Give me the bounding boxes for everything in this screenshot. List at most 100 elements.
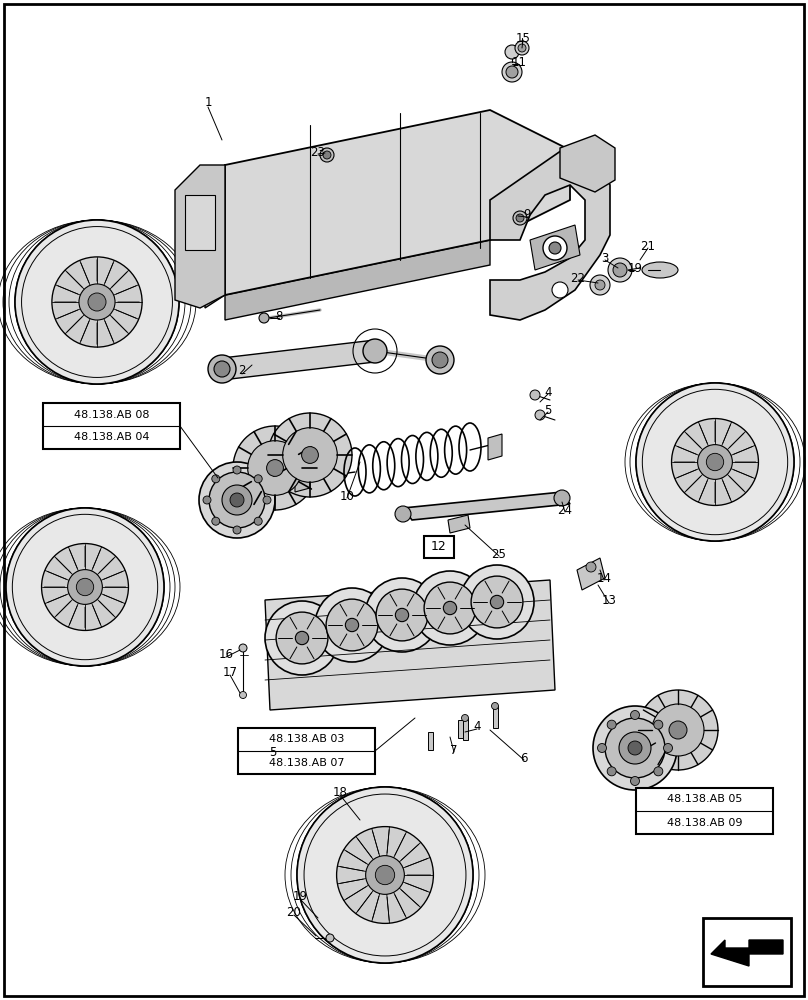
Bar (493, 706, 498, 728)
Circle shape (301, 447, 318, 463)
Ellipse shape (432, 352, 448, 368)
Circle shape (230, 493, 244, 507)
Circle shape (663, 744, 672, 752)
Text: 12: 12 (431, 540, 447, 554)
Circle shape (326, 599, 378, 651)
Circle shape (638, 690, 718, 770)
Text: 6: 6 (520, 752, 528, 764)
Circle shape (52, 257, 142, 347)
Polygon shape (205, 165, 225, 308)
Circle shape (337, 827, 433, 923)
Circle shape (315, 588, 389, 662)
Circle shape (491, 702, 499, 710)
Text: 25: 25 (491, 548, 507, 560)
Circle shape (413, 571, 487, 645)
Circle shape (88, 293, 106, 311)
Circle shape (12, 514, 158, 660)
Text: 2: 2 (238, 363, 246, 376)
Circle shape (199, 462, 275, 538)
Text: 13: 13 (602, 594, 617, 607)
Text: 24: 24 (558, 504, 573, 516)
Text: 18: 18 (333, 786, 347, 800)
Text: 48.138.AB 07: 48.138.AB 07 (269, 758, 344, 768)
Polygon shape (265, 580, 555, 710)
Circle shape (255, 517, 263, 525)
Bar (636, 788, 773, 834)
Circle shape (222, 485, 252, 515)
Circle shape (233, 526, 241, 534)
Bar (458, 720, 463, 738)
Circle shape (518, 44, 526, 52)
Text: 10: 10 (339, 489, 355, 502)
Polygon shape (488, 434, 502, 460)
Circle shape (15, 220, 179, 384)
Bar (703, 918, 791, 986)
Circle shape (263, 496, 271, 504)
Circle shape (203, 496, 211, 504)
Polygon shape (448, 515, 470, 533)
Circle shape (395, 506, 411, 522)
Circle shape (6, 508, 164, 666)
Circle shape (376, 589, 428, 641)
Text: 19: 19 (292, 890, 308, 904)
Text: 22: 22 (570, 271, 586, 284)
Circle shape (543, 236, 567, 260)
Circle shape (233, 426, 317, 510)
Text: 48.138.AB 04: 48.138.AB 04 (74, 432, 149, 442)
Circle shape (490, 595, 503, 609)
Text: 5: 5 (545, 403, 552, 416)
Circle shape (276, 612, 328, 664)
Text: 15: 15 (516, 31, 530, 44)
Circle shape (424, 582, 476, 634)
Text: 48.138.AB 03: 48.138.AB 03 (269, 734, 344, 744)
Text: 14: 14 (596, 572, 612, 584)
Circle shape (608, 258, 632, 282)
Polygon shape (222, 340, 375, 380)
Circle shape (607, 767, 617, 776)
Circle shape (549, 242, 561, 254)
Circle shape (345, 618, 359, 632)
Circle shape (265, 601, 339, 675)
Text: 8: 8 (276, 310, 283, 322)
Circle shape (323, 151, 331, 159)
Circle shape (296, 631, 309, 645)
Text: 7: 7 (450, 744, 458, 756)
Circle shape (320, 148, 334, 162)
Circle shape (554, 490, 570, 506)
Circle shape (366, 856, 404, 894)
Polygon shape (560, 135, 615, 192)
Circle shape (239, 644, 247, 652)
Circle shape (628, 741, 642, 755)
Text: 3: 3 (601, 251, 608, 264)
Circle shape (212, 517, 220, 525)
Polygon shape (175, 165, 225, 308)
Polygon shape (225, 110, 570, 295)
Circle shape (706, 453, 724, 471)
Circle shape (268, 413, 352, 497)
Text: 48.138.AB 05: 48.138.AB 05 (667, 794, 743, 804)
Circle shape (233, 466, 241, 474)
Circle shape (515, 41, 529, 55)
Text: 19: 19 (628, 261, 642, 274)
Circle shape (376, 865, 394, 885)
Circle shape (460, 565, 534, 639)
Circle shape (590, 275, 610, 295)
Text: 5: 5 (269, 746, 276, 760)
Circle shape (304, 794, 466, 956)
Circle shape (461, 714, 469, 722)
Circle shape (502, 62, 522, 82)
Circle shape (607, 720, 617, 729)
Circle shape (619, 732, 651, 764)
Polygon shape (225, 240, 490, 320)
Polygon shape (490, 148, 610, 320)
Circle shape (239, 692, 246, 698)
Bar (428, 732, 433, 750)
Circle shape (605, 718, 665, 778)
Circle shape (552, 282, 568, 298)
Ellipse shape (208, 355, 236, 383)
Circle shape (444, 601, 457, 615)
Circle shape (395, 608, 409, 622)
Circle shape (516, 214, 524, 222)
Circle shape (630, 776, 639, 786)
Polygon shape (530, 225, 580, 270)
